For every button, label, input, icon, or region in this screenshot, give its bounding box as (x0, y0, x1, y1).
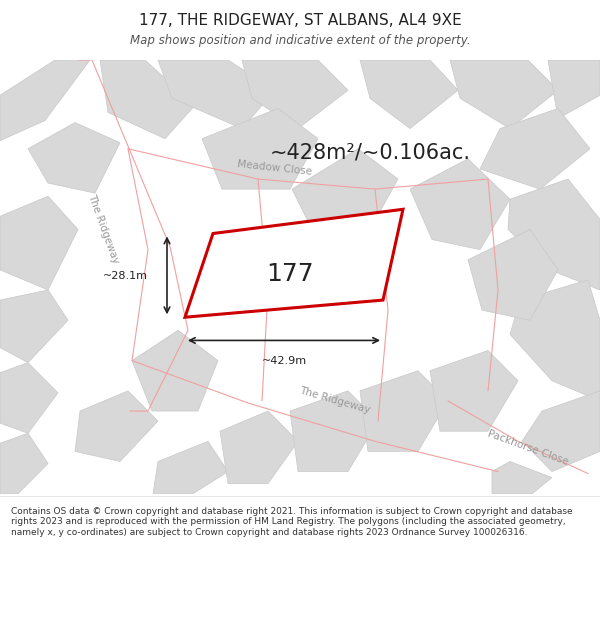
Polygon shape (480, 108, 590, 189)
Polygon shape (132, 331, 218, 411)
Polygon shape (410, 159, 510, 249)
Polygon shape (0, 433, 48, 494)
Text: Packhorse Close: Packhorse Close (486, 428, 570, 467)
Polygon shape (185, 209, 403, 318)
Polygon shape (75, 391, 158, 461)
Polygon shape (292, 149, 398, 229)
Polygon shape (492, 461, 552, 494)
Text: ~428m²/~0.106ac.: ~428m²/~0.106ac. (269, 142, 470, 162)
Text: The Ridgeway: The Ridgeway (86, 192, 120, 264)
Text: ~42.9m: ~42.9m (262, 356, 307, 366)
Polygon shape (508, 179, 600, 290)
Polygon shape (0, 362, 58, 433)
Text: 177: 177 (266, 262, 314, 286)
Polygon shape (360, 371, 448, 451)
Polygon shape (522, 391, 600, 471)
Polygon shape (28, 122, 120, 193)
Text: The Ridgeway: The Ridgeway (298, 385, 371, 415)
Polygon shape (290, 391, 378, 471)
Text: Meadow Close: Meadow Close (237, 159, 313, 177)
Text: 177, THE RIDGEWAY, ST ALBANS, AL4 9XE: 177, THE RIDGEWAY, ST ALBANS, AL4 9XE (139, 13, 461, 28)
Polygon shape (202, 108, 318, 189)
Text: ~28.1m: ~28.1m (103, 271, 148, 281)
Polygon shape (0, 196, 78, 290)
Polygon shape (158, 60, 275, 129)
Polygon shape (0, 60, 90, 141)
Polygon shape (548, 60, 600, 119)
Text: Map shows position and indicative extent of the property.: Map shows position and indicative extent… (130, 34, 470, 47)
Polygon shape (242, 60, 348, 129)
Polygon shape (0, 290, 68, 362)
Polygon shape (510, 280, 600, 401)
Polygon shape (220, 411, 298, 484)
Polygon shape (100, 60, 195, 139)
Polygon shape (360, 60, 458, 129)
Polygon shape (468, 229, 558, 320)
Text: Contains OS data © Crown copyright and database right 2021. This information is : Contains OS data © Crown copyright and d… (11, 507, 572, 537)
Polygon shape (450, 60, 558, 129)
Polygon shape (153, 441, 228, 494)
Polygon shape (430, 351, 518, 431)
